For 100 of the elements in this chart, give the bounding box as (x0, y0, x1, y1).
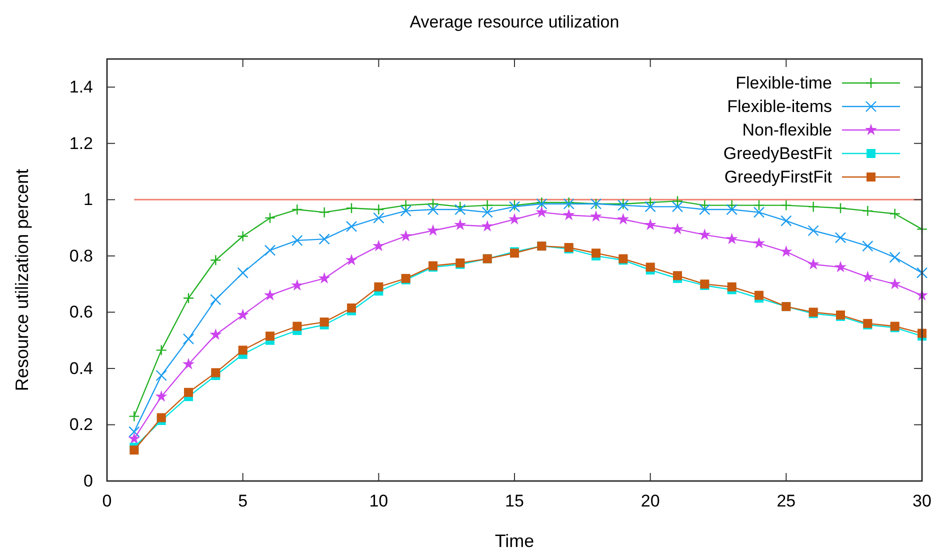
point (699, 204, 710, 216)
x-tick-label: 0 (102, 492, 112, 510)
point (916, 267, 928, 278)
point (400, 205, 412, 217)
legend-label: Flexible-time (736, 74, 832, 92)
legend-label: GreedyFirstFit (724, 168, 832, 186)
point (264, 244, 276, 256)
point (346, 220, 358, 232)
y-tick-label: 1.2 (69, 134, 93, 153)
point (454, 201, 466, 212)
point (482, 206, 493, 218)
point (727, 282, 736, 292)
point (318, 233, 330, 245)
x-tick-label: 10 (369, 492, 388, 510)
point (808, 201, 819, 212)
point (156, 344, 167, 356)
point (454, 218, 466, 230)
point (292, 322, 302, 331)
point (291, 279, 304, 291)
point (374, 282, 384, 292)
point (347, 303, 356, 312)
point (372, 240, 385, 252)
x-tick-label: 25 (776, 492, 796, 510)
point (617, 213, 630, 224)
point (211, 368, 220, 378)
point (346, 202, 358, 214)
point (155, 390, 168, 402)
y-tick-label: 0.2 (69, 415, 93, 434)
chart-title: Average resource utilization (410, 12, 620, 32)
y-tick-label: 1 (84, 190, 93, 210)
y-tick-label: 0.4 (69, 358, 93, 378)
point (426, 224, 440, 236)
point (320, 318, 329, 327)
y-tick-label: 0.8 (69, 246, 93, 266)
point (156, 413, 166, 422)
point (834, 232, 846, 244)
point (156, 370, 167, 382)
point (644, 201, 656, 212)
point (345, 254, 358, 266)
point (888, 278, 901, 290)
point (482, 200, 493, 211)
point (753, 206, 765, 218)
point (590, 210, 602, 222)
point (237, 230, 248, 242)
point (562, 208, 575, 220)
y-tick-label: 0.6 (69, 302, 93, 322)
point (184, 388, 193, 397)
point (130, 446, 139, 455)
y-axis-title: Resource utilization percent (12, 168, 32, 392)
point (318, 272, 330, 284)
point (862, 240, 874, 252)
y-tick-label: 1.4 (69, 78, 93, 97)
point (128, 432, 140, 444)
point (182, 292, 194, 304)
point (834, 260, 847, 272)
legend-label: Non-flexible (742, 120, 832, 140)
point (726, 232, 738, 244)
y-tick-label: 0 (84, 472, 93, 490)
point (698, 228, 711, 240)
point (671, 222, 684, 234)
point (373, 212, 384, 224)
point (292, 234, 303, 246)
point (780, 200, 792, 211)
point (808, 225, 819, 236)
point (862, 270, 874, 282)
point (292, 204, 303, 216)
point (673, 271, 682, 280)
point (210, 294, 222, 306)
point (400, 200, 412, 211)
point (427, 204, 439, 216)
x-tick-label: 15 (505, 492, 524, 510)
point (182, 333, 194, 345)
point (318, 206, 330, 218)
point (508, 213, 521, 224)
point (264, 288, 276, 300)
x-axis-title: Time (494, 531, 534, 551)
point (373, 204, 384, 216)
point (752, 236, 766, 248)
point (210, 254, 222, 266)
point (400, 230, 412, 242)
point (672, 195, 684, 207)
point (427, 198, 439, 210)
point (672, 201, 684, 212)
point (264, 212, 276, 224)
point (862, 205, 874, 217)
point (807, 258, 820, 270)
legend-label: Flexible-items (727, 97, 832, 116)
point (646, 262, 655, 272)
x-tick-label: 20 (640, 492, 660, 510)
point (753, 200, 765, 211)
legend-label: GreedyBestFit (723, 144, 832, 163)
point (726, 204, 738, 216)
point (780, 245, 792, 257)
point (754, 290, 764, 300)
point (182, 358, 195, 370)
point (454, 204, 466, 216)
x-tick-label: 5 (238, 492, 248, 510)
point (238, 346, 248, 355)
x-tick-label: 30 (912, 492, 932, 510)
point (128, 426, 140, 438)
